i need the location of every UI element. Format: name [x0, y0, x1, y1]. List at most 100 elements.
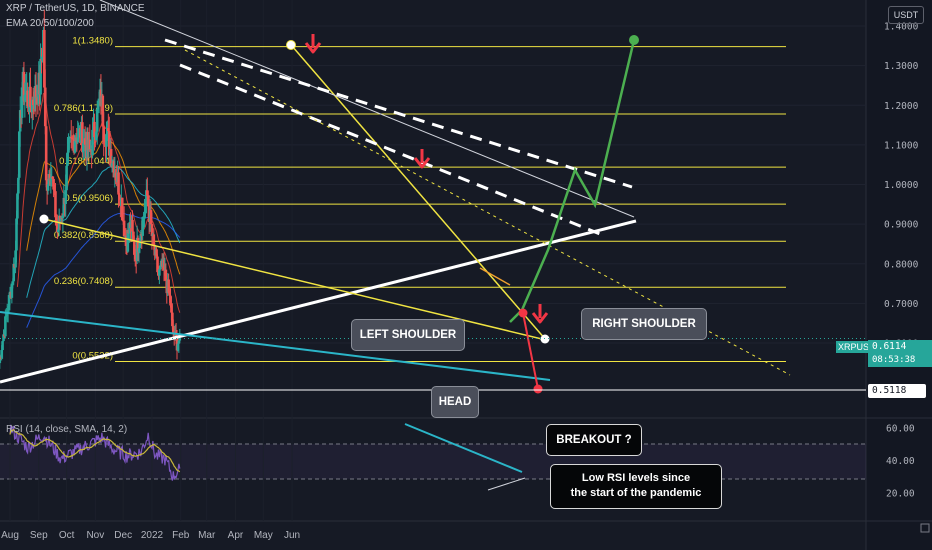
- candle-body: [70, 137, 74, 139]
- candle-body: [155, 249, 158, 257]
- candle-body: [64, 190, 67, 204]
- candle-body: [96, 104, 100, 110]
- candle-body: [167, 279, 170, 293]
- candle-body: [169, 295, 172, 306]
- time-tick-label: Feb: [172, 530, 190, 541]
- candle-body: [24, 92, 28, 95]
- candle-body: [54, 191, 57, 218]
- rsi-tick-label: 20.00: [886, 489, 915, 500]
- candle-body: [66, 152, 69, 166]
- candle-body: [146, 195, 150, 207]
- candle-body: [156, 256, 159, 273]
- candle-body: [0, 350, 3, 358]
- teal-support-trendline: [0, 311, 551, 381]
- currency-button[interactable]: USDT: [888, 6, 924, 24]
- candle-body: [142, 216, 145, 218]
- candle-body: [49, 177, 53, 181]
- candle-body: [41, 56, 44, 61]
- down-arrow-right-icon-head: [531, 312, 549, 324]
- price-tick-label: 1.3000: [884, 61, 919, 72]
- candle-body: [2, 334, 5, 342]
- candle-body: [95, 109, 99, 132]
- candle-body: [177, 340, 181, 344]
- candle-body: [4, 316, 7, 337]
- candle-body: [23, 94, 27, 101]
- candle-body: [56, 229, 60, 233]
- right-marker-dot: [540, 334, 550, 344]
- candle-body: [56, 223, 59, 233]
- rsi-legend[interactable]: RSI (14, close, SMA, 14, 2): [6, 424, 128, 435]
- candle-body: [91, 129, 94, 156]
- price-tick-label: 0.7000: [884, 299, 919, 310]
- candle-body: [22, 71, 26, 101]
- candle-body: [178, 338, 182, 341]
- price-tick-label: 1.1000: [884, 140, 919, 151]
- head-callout[interactable]: HEAD: [431, 386, 479, 418]
- candle-body: [39, 58, 42, 95]
- candle-body: [14, 250, 17, 268]
- candle-body: [159, 265, 162, 270]
- candle-body: [73, 140, 77, 153]
- candle-body: [144, 204, 147, 214]
- candle-body: [51, 176, 54, 179]
- candle-body: [55, 217, 58, 224]
- candle-body: [171, 326, 175, 334]
- right-shoulder-callout[interactable]: RIGHT SHOULDER: [581, 308, 707, 340]
- candle-body: [77, 128, 80, 138]
- candle-body: [109, 149, 113, 167]
- time-tick-label: Mar: [198, 530, 216, 541]
- candle-body: [88, 139, 92, 151]
- candle-body: [48, 174, 52, 181]
- candle-body: [122, 220, 126, 237]
- ema-legend[interactable]: EMA 20/50/100/200: [6, 18, 94, 29]
- breakout-callout[interactable]: BREAKOUT ?: [546, 424, 642, 456]
- time-tick-label: Sep: [30, 530, 48, 541]
- candle-body: [81, 122, 84, 153]
- candle-body: [17, 131, 21, 178]
- fib-level-label: 1(1.3480): [72, 36, 113, 47]
- candle-body: [102, 126, 106, 140]
- candle-body: [143, 213, 146, 217]
- candle-body: [20, 87, 24, 118]
- time-tick-label: Jun: [284, 530, 300, 541]
- fib-level-label: 0.236(0.7408): [54, 276, 113, 287]
- candle-body: [46, 184, 50, 191]
- candle-body: [170, 305, 173, 313]
- ema-200-line: [26, 212, 181, 328]
- neckline-trendline: [0, 219, 637, 384]
- down-arrow-mid-icon-head: [413, 157, 431, 169]
- candle-body: [162, 260, 166, 271]
- dotted-projection-line: [184, 49, 791, 376]
- symbol-header[interactable]: XRP / TetherUS, 1D, BINANCE: [6, 3, 145, 14]
- time-tick-label: Aug: [1, 530, 19, 541]
- candle-body: [11, 281, 15, 284]
- level-price-label: 0.5118: [868, 384, 926, 398]
- price-tick-label: 1.2000: [884, 101, 919, 112]
- candle-body: [7, 295, 11, 311]
- candle-body: [133, 239, 136, 255]
- candle-body: [65, 165, 68, 191]
- candle-body: [0, 356, 2, 363]
- candle-body: [149, 210, 153, 225]
- candle-body: [16, 193, 19, 219]
- fib-level-label: 0.786(1.1779): [54, 103, 113, 114]
- candle-body: [103, 139, 106, 142]
- last-price-label: 0.6114: [868, 340, 932, 354]
- candle-body: [168, 292, 171, 296]
- left-shoulder-callout[interactable]: LEFT SHOULDER: [351, 319, 465, 351]
- rsi-note-callout[interactable]: Low RSI levels since the start of the pa…: [550, 464, 722, 509]
- time-tick-label: May: [254, 530, 273, 541]
- ema-100-line: [26, 166, 181, 298]
- candle-body: [145, 190, 148, 205]
- price-tick-label: 0.9000: [884, 220, 919, 231]
- candle-body: [112, 161, 116, 178]
- candle-body: [141, 216, 144, 236]
- fib-level-label: 0.5(0.9506): [64, 193, 113, 204]
- candle-body: [69, 136, 73, 138]
- candle-body: [4, 315, 8, 317]
- red-marker-dot: [518, 308, 528, 318]
- time-tick-label: 2022: [141, 530, 164, 541]
- candle-body: [10, 283, 14, 298]
- price-tick-label: 1.4000: [884, 22, 919, 33]
